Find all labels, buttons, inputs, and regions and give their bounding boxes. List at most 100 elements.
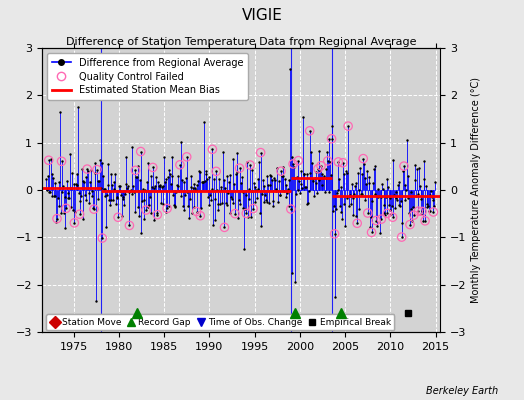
Point [113,195,122,201]
Point [429,197,437,203]
Point [177,139,185,145]
Point [424,208,433,214]
Point [198,178,206,185]
Point [260,199,269,205]
Title: Difference of Station Temperature Data from Regional Average: Difference of Station Temperature Data f… [66,37,416,47]
Point [240,246,248,252]
Point [297,168,305,174]
Point [328,123,336,129]
Point [88,188,96,194]
Point [182,154,191,160]
Point [42,176,51,182]
Point [388,202,396,209]
Point [297,181,305,187]
Point [360,161,368,167]
Point [367,229,376,236]
Point [377,216,386,222]
Point [205,202,214,208]
Point [148,184,156,190]
Point [407,206,416,212]
Point [430,203,438,209]
Point [163,174,172,180]
Point [378,180,386,187]
Point [266,182,275,189]
Point [345,192,354,199]
Point [421,218,429,224]
Point [416,183,424,189]
Point [381,212,389,218]
Point [309,175,318,182]
Point [114,214,122,220]
Point [184,203,192,209]
Point [192,208,201,215]
Point [195,169,204,175]
Point [249,206,257,212]
Point [211,217,219,223]
Point [263,198,271,205]
Point [167,180,175,187]
Point [367,229,376,236]
Point [289,161,297,167]
Point [398,220,407,226]
Point [328,136,336,142]
Point [45,189,53,195]
Point [280,187,288,194]
Point [122,154,130,160]
Point [165,167,173,173]
Point [189,185,197,191]
Point [75,190,83,196]
Point [125,222,134,229]
Point [384,184,392,190]
Point [259,183,268,189]
Point [386,194,395,201]
Point [307,148,315,155]
Point [214,201,223,207]
Point [176,162,184,168]
Point [299,114,307,120]
Point [339,160,347,166]
Point [139,197,148,203]
Point [268,176,276,183]
Point [215,176,223,182]
Point [120,202,128,208]
Point [150,184,158,191]
Point [418,208,426,215]
Point [383,210,391,217]
Point [157,200,165,206]
Point [405,210,413,216]
Point [75,211,84,218]
Point [233,169,242,176]
Point [275,178,283,184]
Point [413,191,422,198]
Point [294,158,302,164]
Point [52,219,60,225]
Point [247,167,256,173]
Point [172,189,180,196]
Point [146,194,154,200]
Point [400,163,408,169]
Point [348,212,357,218]
Point [162,176,170,182]
Point [429,209,438,215]
Point [365,174,374,180]
Point [261,197,270,203]
Point [337,184,345,190]
Point [350,190,358,197]
Point [298,185,307,192]
Point [69,206,77,213]
Point [211,196,220,203]
Point [101,186,110,192]
Point [341,223,350,230]
Point [117,192,125,198]
Point [231,210,239,217]
Point [285,202,293,209]
Point [314,166,322,172]
Point [196,212,204,219]
Point [83,166,91,172]
Point [242,210,250,216]
Point [62,205,70,212]
Point [283,190,291,196]
Point [317,162,325,169]
Point [119,194,127,200]
Point [103,181,112,188]
